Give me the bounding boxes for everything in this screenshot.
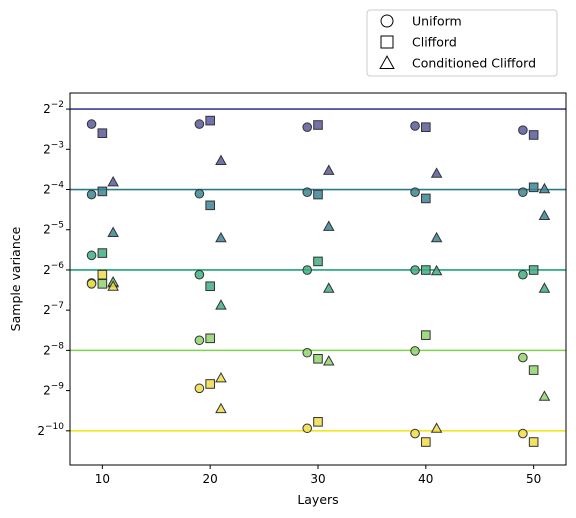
data-point-triangle-g4-10 (107, 280, 119, 291)
data-point-square-g3-9 (528, 365, 539, 375)
data-point-triangle-g4-12 (430, 422, 443, 433)
legend: Uniform Clifford Conditioned Clifford (366, 9, 558, 77)
data-point-triangle-g1-10 (107, 226, 119, 237)
data-point-square-g0-7 (313, 120, 323, 130)
data-point-triangle-g0-10 (107, 175, 119, 187)
data-point-triangle-g2-14 (538, 282, 551, 293)
x-tick-label: 10 (95, 472, 110, 486)
data-point-triangle-g1-11 (215, 231, 227, 243)
data-point-square-g4-7 (313, 417, 323, 427)
y-tick-label: 2−4 (43, 181, 64, 197)
x-tick-label: 40 (418, 472, 433, 486)
data-point-circle-g4-2 (302, 423, 313, 434)
data-point-square-g2-6 (205, 281, 215, 292)
y-tick-label: 2−2 (43, 100, 64, 116)
y-tick-label: 2−8 (43, 341, 64, 357)
data-point-circle-g2-0 (86, 250, 97, 261)
legend-marker-circle (380, 14, 394, 28)
data-point-triangle-g0-11 (215, 154, 227, 165)
x-tick-label: 30 (310, 472, 325, 486)
data-point-square-g0-6 (205, 115, 215, 126)
data-point-circle-g1-0 (86, 189, 97, 200)
data-point-circle-g0-3 (410, 121, 420, 131)
data-point-circle-g0-4 (518, 125, 528, 135)
data-point-square-g3-8 (421, 330, 431, 340)
data-point-square-g1-8 (421, 193, 431, 204)
data-point-circle-g1-3 (410, 187, 420, 197)
data-point-square-g4-5 (97, 269, 108, 280)
data-point-circle-g0-2 (302, 122, 313, 132)
legend-marker-square (380, 35, 394, 49)
data-point-triangle-g2-13 (430, 264, 443, 276)
legend-label-square: Clifford (412, 35, 457, 50)
x-tick-label: 50 (526, 472, 541, 486)
data-point-triangle-g0-13 (430, 167, 443, 178)
data-point-triangle-g0-12 (322, 164, 335, 175)
data-point-triangle-g4-11 (215, 402, 227, 414)
data-point-circle-g1-4 (518, 187, 528, 197)
data-point-square-g4-6 (205, 379, 215, 389)
legend-frame (366, 9, 558, 77)
legend-label-triangle: Conditioned Clifford (412, 56, 536, 71)
y-tick-label: 2−3 (43, 140, 64, 156)
data-point-triangle-g1-15 (538, 209, 551, 221)
data-point-triangle-g4-13 (215, 371, 227, 383)
y-axis-label: Sample variance (8, 226, 23, 331)
data-point-square-g3-7 (313, 353, 323, 364)
data-point-circle-g2-3 (410, 265, 420, 275)
data-point-triangle-g1-13 (430, 231, 443, 243)
data-point-circle-g4-4 (518, 428, 528, 439)
data-point-triangle-g1-12 (322, 220, 335, 231)
data-point-circle-g0-1 (194, 119, 205, 129)
data-point-circle-g3-3 (410, 346, 420, 356)
data-point-triangle-g2-11 (215, 299, 227, 310)
axes-frame (69, 92, 567, 466)
data-point-square-g1-7 (313, 189, 323, 200)
data-point-circle-g4-0 (86, 279, 97, 289)
x-tick-label: 20 (203, 472, 218, 486)
legend-marker-triangle (379, 55, 395, 70)
data-point-square-g0-5 (97, 128, 108, 138)
data-point-square-g1-6 (205, 200, 215, 211)
data-point-square-g0-8 (421, 122, 431, 132)
data-point-triangle-g3-11 (322, 355, 335, 366)
data-point-square-g1-9 (528, 182, 539, 193)
x-axis-label: Layers (297, 492, 338, 507)
data-point-square-g3-6 (205, 333, 215, 344)
y-tick-label: 2−7 (43, 301, 64, 317)
y-tick-label: 2−9 (43, 382, 64, 398)
data-point-circle-g3-1 (194, 335, 205, 346)
data-point-circle-g3-2 (302, 347, 313, 358)
y-tick-label: 2−6 (43, 261, 64, 277)
data-point-circle-g4-3 (410, 428, 420, 439)
data-point-square-g3-5 (97, 279, 108, 289)
data-point-square-g4-9 (528, 437, 539, 447)
data-point-circle-g2-1 (194, 269, 205, 280)
data-point-square-g2-5 (97, 248, 108, 258)
data-point-square-g0-9 (528, 130, 539, 140)
y-tick-label: 2−10 (37, 422, 64, 438)
data-point-triangle-g3-12 (538, 390, 551, 401)
plot-area: 10 20 30 40 50 2−2 2−3 2−4 2−5 2−6 2−7 2−8 2−9 2−10 (37, 92, 567, 486)
data-point-square-g2-7 (313, 256, 323, 267)
data-point-triangle-g2-12 (322, 282, 335, 293)
data-point-circle-g3-4 (518, 352, 528, 363)
legend-label-circle: Uniform (412, 14, 462, 29)
data-point-square-g2-8 (421, 265, 431, 275)
data-point-square-g4-8 (421, 437, 431, 447)
data-point-circle-g4-1 (194, 383, 205, 394)
data-point-circle-g1-2 (302, 187, 313, 197)
data-point-circle-g0-0 (86, 119, 97, 129)
y-tick-label: 2−5 (43, 221, 64, 237)
data-point-square-g1-5 (97, 186, 108, 197)
data-point-triangle-g1-14 (538, 182, 551, 194)
data-point-circle-g1-1 (194, 188, 205, 199)
data-point-circle-g2-4 (518, 269, 528, 280)
data-point-square-g2-9 (528, 265, 539, 275)
data-point-circle-g2-2 (302, 265, 313, 275)
